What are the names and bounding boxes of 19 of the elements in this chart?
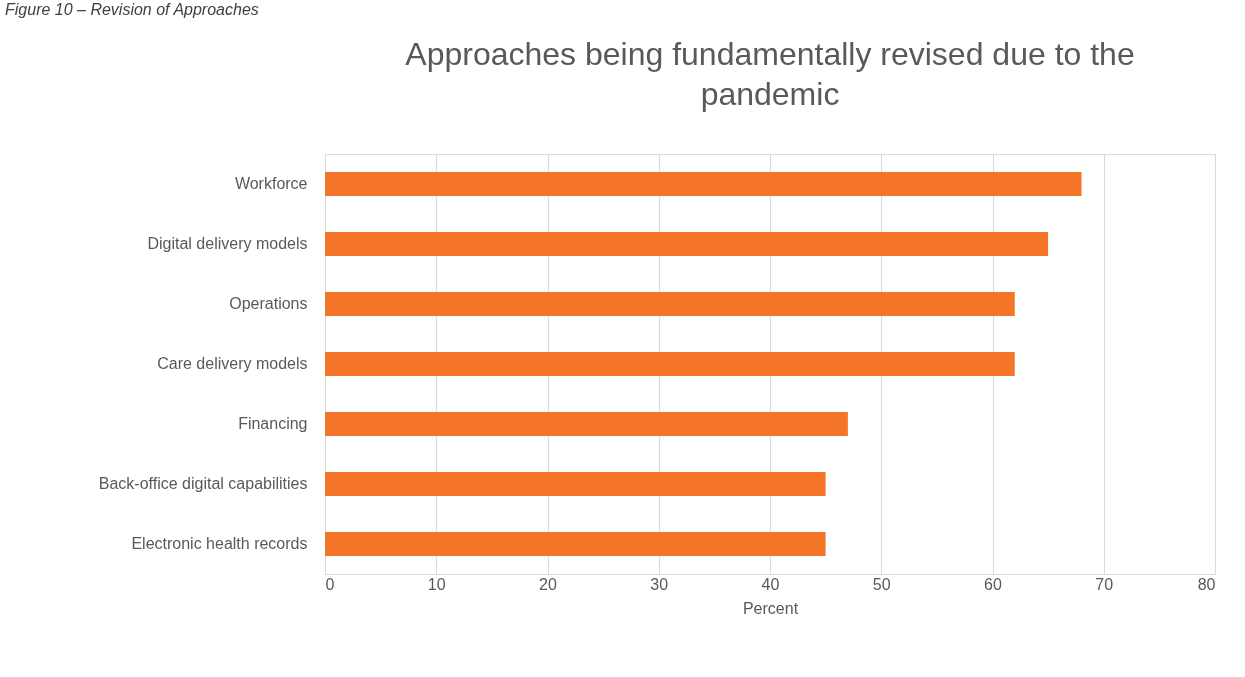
y-tick-label: Workforce <box>234 175 308 192</box>
x-tick-label: 10 <box>427 575 446 593</box>
x-axis-title: Percent <box>742 599 799 617</box>
x-tick-label: 60 <box>984 575 1002 593</box>
y-tick-label: Financing <box>238 415 308 432</box>
x-tick-label: 70 <box>1095 575 1114 593</box>
y-tick-label: Operations <box>229 295 308 312</box>
x-tick-label: 20 <box>539 575 557 593</box>
x-tick-label: 80 <box>1197 575 1216 593</box>
y-tick-label: Back-office digital capabilities <box>98 475 308 492</box>
y-tick-label: Digital delivery models <box>147 235 308 252</box>
x-tick-label: 0 <box>325 575 335 593</box>
x-tick-label: 30 <box>650 575 669 593</box>
x-tick-label: 40 <box>761 575 780 593</box>
y-tick-label: Electronic health records <box>131 535 308 552</box>
x-tick-label: 50 <box>872 575 891 593</box>
chart-title: Approaches being fundamentally revised due to the pandemic <box>405 36 1135 112</box>
y-tick-label: Care delivery models <box>157 355 308 372</box>
caption: Figure 10 – Revision of Approaches <box>5 1 259 18</box>
